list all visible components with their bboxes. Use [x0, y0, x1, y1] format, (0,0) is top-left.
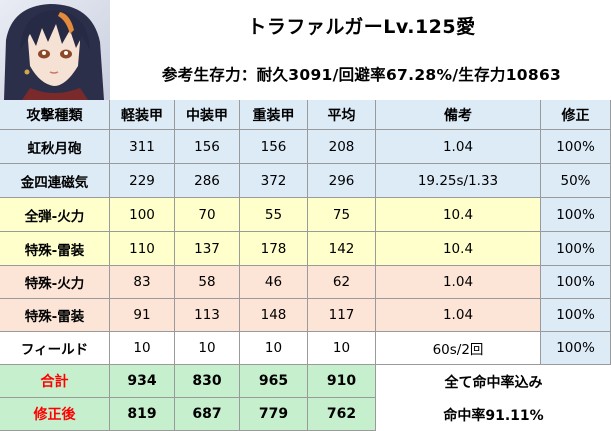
cell-heavy-armor: 46 [240, 266, 308, 299]
cell-note: 1.04 [376, 299, 541, 332]
total-label: 修正後 [0, 398, 110, 431]
cell-modifier: 100% [541, 299, 611, 332]
cell-modifier: 100% [541, 332, 611, 365]
column-header-modifier: 修正 [541, 100, 611, 130]
cell-modifier: 50% [541, 164, 611, 198]
column-header-attack-type: 攻撃種類 [0, 100, 110, 130]
column-header-note: 備考 [376, 100, 541, 130]
row-label: 全弾-火力 [0, 198, 110, 232]
cell-medium-armor: 137 [175, 232, 240, 266]
cell-light-armor: 91 [110, 299, 175, 332]
portrait-image [0, 0, 110, 100]
cell-modifier: 100% [541, 266, 611, 299]
total-note: 全て命中率込み [376, 365, 611, 398]
cell-medium-armor: 10 [175, 332, 240, 365]
cell-medium-armor: 113 [175, 299, 240, 332]
cell-average: 62 [308, 266, 376, 299]
cell-modifier: 100% [541, 198, 611, 232]
row-label: 特殊-火力 [0, 266, 110, 299]
cell-heavy-armor: 10 [240, 332, 308, 365]
cell-medium-armor: 156 [175, 130, 240, 164]
cell-heavy-armor: 156 [240, 130, 308, 164]
cell-heavy-armor: 372 [240, 164, 308, 198]
cell-modifier: 100% [541, 130, 611, 164]
cell-light-armor: 110 [110, 232, 175, 266]
column-header-medium-armor: 中装甲 [175, 100, 240, 130]
cell-heavy-armor: 55 [240, 198, 308, 232]
row-label: 特殊-雷装 [0, 232, 110, 266]
total-note: 命中率91.11% [376, 398, 611, 431]
cell-average: 296 [308, 164, 376, 198]
row-label: 特殊-雷装 [0, 299, 110, 332]
total-heavy-armor: 779 [240, 398, 308, 431]
cell-note: 1.04 [376, 130, 541, 164]
column-header-heavy-armor: 重装甲 [240, 100, 308, 130]
cell-heavy-armor: 148 [240, 299, 308, 332]
total-average: 910 [308, 365, 376, 398]
total-light-armor: 934 [110, 365, 175, 398]
column-header-light-armor: 軽装甲 [110, 100, 175, 130]
row-label: 金四連磁気 [0, 164, 110, 198]
total-average: 762 [308, 398, 376, 431]
total-medium-armor: 687 [175, 398, 240, 431]
cell-note: 10.4 [376, 198, 541, 232]
cell-note: 1.04 [376, 266, 541, 299]
total-medium-armor: 830 [175, 365, 240, 398]
cell-light-armor: 100 [110, 198, 175, 232]
row-label: フィールド [0, 332, 110, 365]
cell-light-armor: 311 [110, 130, 175, 164]
cell-light-armor: 229 [110, 164, 175, 198]
damage-table: 攻撃種類 軽装甲 中装甲 重装甲 平均 備考 修正 虹秋月砲 311 156 156 208 1.04 1… [0, 100, 611, 431]
total-light-armor: 819 [110, 398, 175, 431]
cell-light-armor: 10 [110, 332, 175, 365]
cell-average: 208 [308, 130, 376, 164]
cell-average: 142 [308, 232, 376, 266]
cell-average: 10 [308, 332, 376, 365]
cell-light-armor: 83 [110, 266, 175, 299]
cell-modifier: 100% [541, 232, 611, 266]
cell-medium-armor: 70 [175, 198, 240, 232]
cell-note: 19.25s/1.33 [376, 164, 541, 198]
character-portrait [0, 0, 110, 100]
cell-medium-armor: 58 [175, 266, 240, 299]
cell-average: 117 [308, 299, 376, 332]
cell-heavy-armor: 178 [240, 232, 308, 266]
survival-summary: 参考生存力：耐久3091/回避率67.28%/生存力10863 [161, 66, 562, 84]
cell-average: 75 [308, 198, 376, 232]
page-title: トラファルガーLv.125愛 [247, 15, 476, 38]
cell-medium-armor: 286 [175, 164, 240, 198]
row-label: 虹秋月砲 [0, 130, 110, 164]
column-header-average: 平均 [308, 100, 376, 130]
total-heavy-armor: 965 [240, 365, 308, 398]
total-label: 合計 [0, 365, 110, 398]
cell-note: 60s/2回 [376, 332, 541, 365]
cell-note: 10.4 [376, 232, 541, 266]
